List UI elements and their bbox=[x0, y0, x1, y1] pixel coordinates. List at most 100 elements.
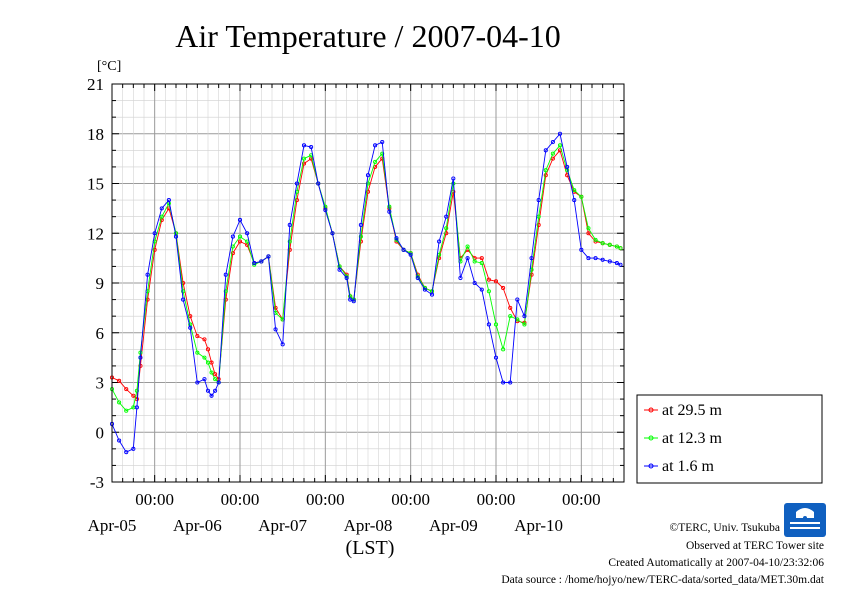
data-point bbox=[209, 393, 214, 398]
legend-label: at 29.5 m bbox=[662, 402, 723, 419]
x-tick-label: 00:00 bbox=[221, 490, 260, 509]
x-tick-label: 00:00 bbox=[306, 490, 345, 509]
grid bbox=[112, 84, 624, 482]
data-point bbox=[501, 380, 506, 385]
data-point bbox=[565, 164, 570, 169]
data-point bbox=[159, 214, 164, 219]
data-point bbox=[287, 239, 292, 244]
data-point bbox=[252, 261, 257, 266]
data-point bbox=[237, 217, 243, 223]
x-date-label: Apr-06 bbox=[173, 516, 222, 535]
data-point bbox=[458, 275, 463, 281]
data-point bbox=[301, 161, 307, 166]
data-point bbox=[259, 259, 264, 264]
y-tick-label: -3 bbox=[90, 473, 104, 492]
credit-copyright: ©TERC, Univ. Tsukuba bbox=[670, 522, 780, 534]
data-point bbox=[330, 231, 335, 236]
data-point bbox=[515, 297, 520, 302]
data-point bbox=[223, 289, 228, 294]
data-point bbox=[465, 256, 470, 261]
data-point bbox=[124, 387, 129, 392]
x-date-label: Apr-09 bbox=[429, 516, 478, 535]
data-point bbox=[437, 239, 442, 244]
data-point bbox=[205, 347, 211, 352]
data-point bbox=[213, 372, 218, 377]
data-point bbox=[415, 275, 420, 281]
data-point bbox=[202, 337, 207, 342]
data-point bbox=[344, 275, 349, 281]
data-point bbox=[287, 222, 292, 228]
data-point bbox=[266, 254, 271, 259]
x-tick-label: 00:00 bbox=[391, 490, 430, 509]
data-point bbox=[614, 244, 619, 249]
credit-observed: Observed at TERC Tower site bbox=[686, 540, 824, 552]
data-point bbox=[273, 327, 278, 332]
data-point bbox=[213, 377, 218, 382]
data-point bbox=[536, 222, 541, 228]
y-tick-label: 21 bbox=[87, 75, 104, 94]
legend-box bbox=[636, 394, 823, 484]
data-point bbox=[124, 408, 129, 413]
series-group bbox=[109, 131, 623, 455]
legend-label: at 1.6 m bbox=[662, 458, 715, 475]
data-point bbox=[451, 176, 456, 181]
data-point bbox=[195, 380, 200, 385]
data-point bbox=[373, 143, 378, 148]
data-point bbox=[152, 231, 157, 236]
data-point bbox=[205, 360, 211, 365]
data-point bbox=[373, 159, 378, 164]
chart-title: Air Temperature / 2007-04-10 bbox=[175, 18, 561, 54]
y-axis-unit: [°C] bbox=[97, 59, 121, 74]
data-point bbox=[600, 257, 605, 262]
x-tick-label: 00:00 bbox=[477, 490, 516, 509]
data-point bbox=[294, 181, 299, 186]
data-point bbox=[223, 272, 228, 277]
x-axis-labels: 00:00 00:00 00:00 00:00 00:00 00:00 Apr-05 Apr-… bbox=[88, 490, 601, 535]
plot-frame bbox=[111, 83, 625, 483]
data-point bbox=[493, 279, 499, 284]
data-point bbox=[479, 287, 484, 292]
data-point bbox=[508, 314, 513, 319]
data-point bbox=[486, 277, 491, 282]
data-point bbox=[230, 251, 235, 256]
legend-swatch-marker bbox=[648, 463, 654, 469]
data-point bbox=[117, 438, 122, 443]
legend-label: at 12.3 m bbox=[662, 430, 723, 447]
data-point bbox=[472, 280, 477, 286]
data-point bbox=[586, 226, 591, 231]
data-point bbox=[181, 297, 186, 302]
data-point bbox=[550, 151, 555, 156]
data-point bbox=[337, 267, 342, 272]
data-point bbox=[166, 198, 171, 203]
data-point bbox=[301, 143, 307, 148]
data-point bbox=[508, 305, 513, 310]
data-point bbox=[607, 242, 612, 247]
y-tick-label: 12 bbox=[87, 224, 104, 243]
y-tick-label: 9 bbox=[96, 274, 105, 293]
data-point bbox=[543, 173, 548, 178]
data-point bbox=[618, 262, 623, 267]
data-point bbox=[181, 289, 186, 294]
data-point bbox=[131, 446, 136, 451]
data-point bbox=[237, 239, 243, 244]
data-point bbox=[173, 234, 179, 239]
data-point bbox=[422, 287, 427, 292]
x-tick-label: 00:00 bbox=[562, 490, 601, 509]
data-point bbox=[230, 234, 235, 239]
y-tick-label: 3 bbox=[96, 374, 105, 393]
data-point bbox=[134, 405, 139, 410]
data-point bbox=[202, 355, 207, 360]
x-date-label: Apr-08 bbox=[344, 516, 393, 535]
data-point bbox=[618, 246, 623, 251]
data-point bbox=[365, 189, 371, 194]
y-tick-label: 0 bbox=[96, 423, 105, 442]
data-point bbox=[188, 325, 193, 330]
data-point bbox=[138, 355, 143, 360]
data-point bbox=[159, 206, 164, 211]
legend-swatch-marker bbox=[648, 407, 654, 413]
data-point bbox=[543, 148, 548, 153]
data-point bbox=[579, 247, 584, 252]
data-point bbox=[213, 388, 218, 393]
data-point bbox=[124, 450, 129, 455]
data-point bbox=[145, 297, 150, 302]
